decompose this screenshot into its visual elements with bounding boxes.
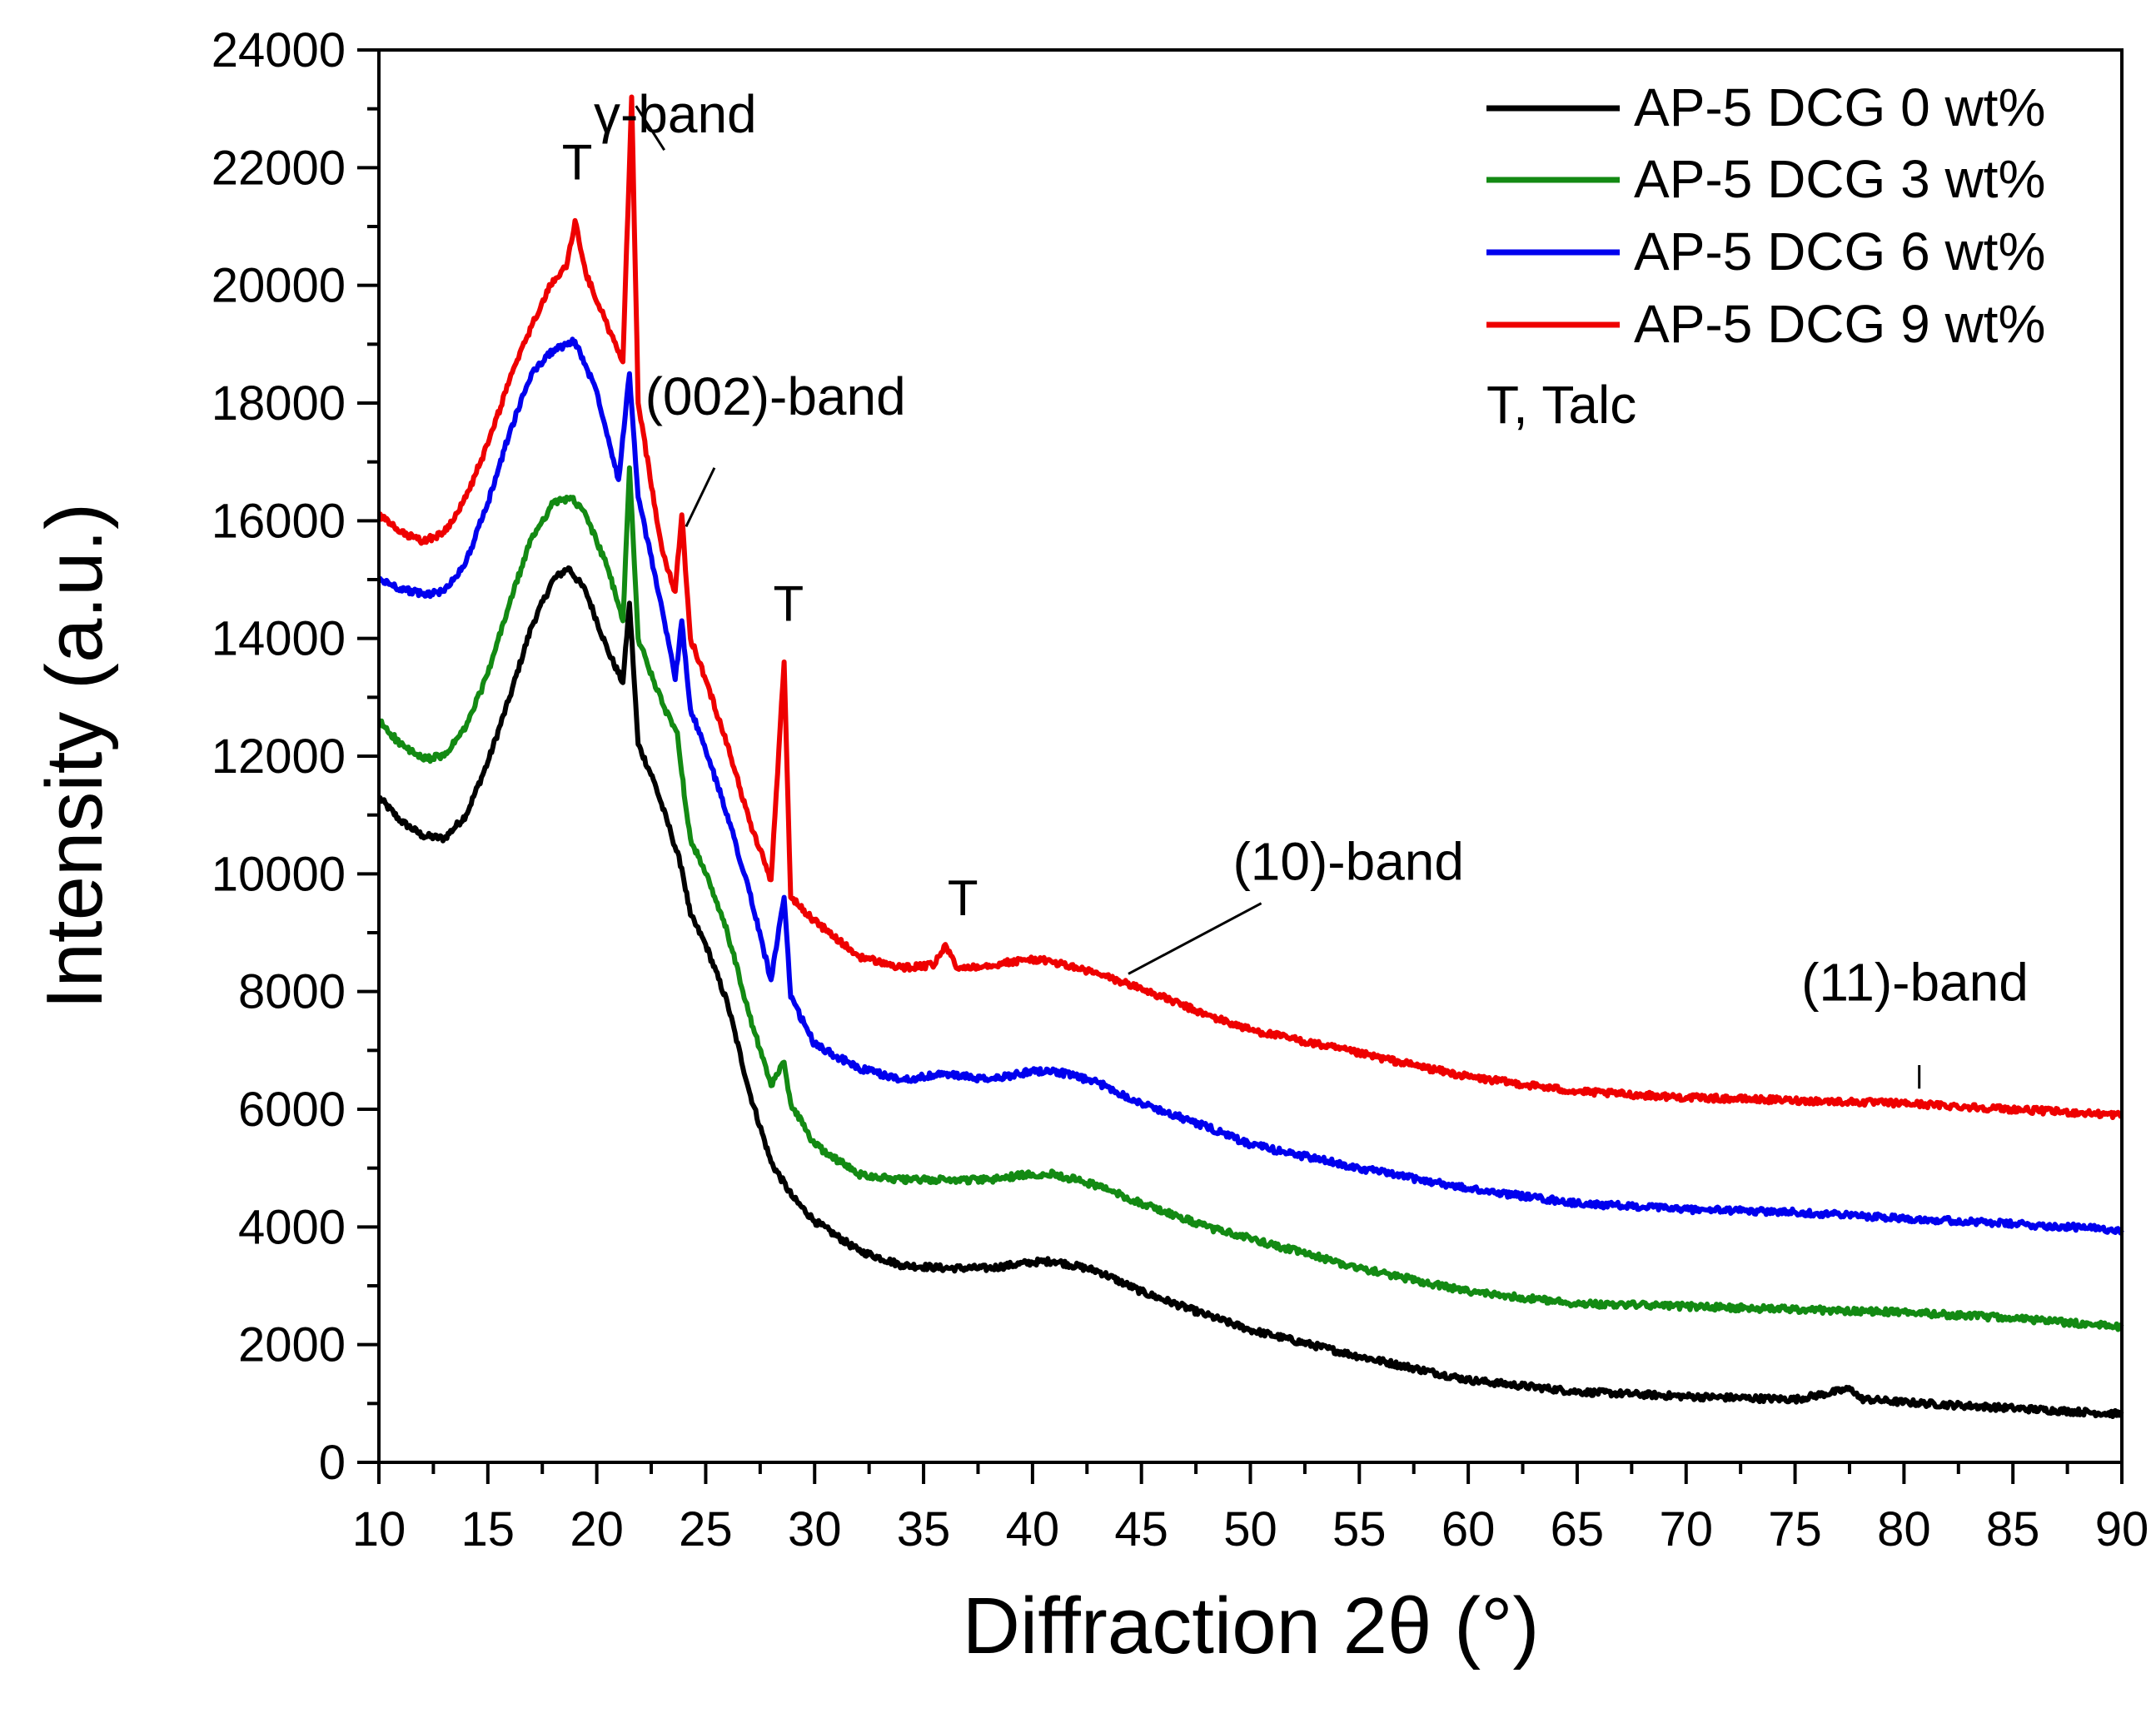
- x-tick-label: 45: [1114, 1502, 1168, 1556]
- annotation-4: T: [948, 870, 978, 926]
- x-tick-label: 10: [352, 1502, 406, 1556]
- y-tick-label: 20000: [212, 259, 346, 313]
- y-tick-label: 24000: [212, 23, 346, 77]
- x-tick-label: 60: [1441, 1502, 1496, 1556]
- x-tick-label: 75: [1768, 1502, 1822, 1556]
- x-axis-label: Diffraction 2θ (°): [963, 1581, 1540, 1671]
- y-tick-label: 14000: [212, 612, 346, 666]
- x-tick-label: 15: [461, 1502, 515, 1556]
- x-tick-label: 40: [1006, 1502, 1060, 1556]
- series-line-3: [377, 94, 2124, 1120]
- annotation-leader-2: [1128, 902, 1262, 975]
- series-line-2: [377, 336, 2124, 1236]
- y-tick-label: 8000: [238, 965, 346, 1019]
- y-tick-label: 16000: [212, 494, 346, 548]
- y-tick-label: 6000: [238, 1083, 346, 1137]
- annotation-0: T: [562, 134, 593, 190]
- x-tick-label: 55: [1332, 1502, 1387, 1556]
- y-axis-label: Intensity (a.u.): [30, 503, 119, 1009]
- y-tick-label: 18000: [212, 376, 346, 431]
- legend: AP-5 DCG 0 wt% AP-5 DCG 3 wt% AP-5 DCG 6…: [1486, 77, 2045, 435]
- x-tick-label: 80: [1877, 1502, 1931, 1556]
- x-tick-label: 25: [679, 1502, 733, 1556]
- legend-label-0: AP-5 DCG 0 wt%: [1634, 77, 2045, 137]
- series-line-0: [377, 565, 2124, 1419]
- ticks-layer: 10 15 20 25 30 35 40 45 50 55 60 65 70 75 80 85 90 0 2000 4…: [212, 23, 2149, 1556]
- legend-label-2: AP-5 DCG 6 wt%: [1634, 222, 2045, 281]
- y-tick-label: 12000: [212, 730, 346, 784]
- legend-label-1: AP-5 DCG 3 wt%: [1634, 149, 2045, 209]
- annotation-3: T: [774, 575, 804, 631]
- y-tick-label: 2000: [238, 1318, 346, 1372]
- series-line-1: [377, 465, 2124, 1332]
- annotation-layer: Tγ-band (002)-band T T (10)-band (11)-band: [562, 84, 2029, 1089]
- y-tick-label: 10000: [212, 847, 346, 901]
- x-tick-label: 50: [1223, 1502, 1277, 1556]
- x-tick-label: 90: [2095, 1502, 2149, 1556]
- series-layer: [377, 94, 2124, 1419]
- x-tick-label: 30: [788, 1502, 842, 1556]
- legend-label-3: AP-5 DCG 9 wt%: [1634, 294, 2045, 354]
- x-tick-label: 65: [1551, 1502, 1605, 1556]
- x-tick-label: 85: [1986, 1502, 2040, 1556]
- annotation-leader-1: [685, 467, 716, 528]
- annotation-2: (002)-band: [645, 366, 906, 426]
- y-tick-label: 0: [319, 1436, 346, 1490]
- x-tick-label: 70: [1659, 1502, 1713, 1556]
- legend-note: T, Talc: [1486, 375, 1636, 435]
- annotation-leader-0: [635, 105, 665, 151]
- annotation-1: γ-band: [594, 84, 757, 144]
- y-tick-label: 22000: [212, 141, 346, 195]
- x-tick-label: 35: [897, 1502, 951, 1556]
- x-tick-label: 20: [570, 1502, 624, 1556]
- annotation-6: (11)-band: [1801, 952, 2029, 1012]
- annotation-5: (10)-band: [1232, 831, 1464, 891]
- y-tick-label: 4000: [238, 1200, 346, 1254]
